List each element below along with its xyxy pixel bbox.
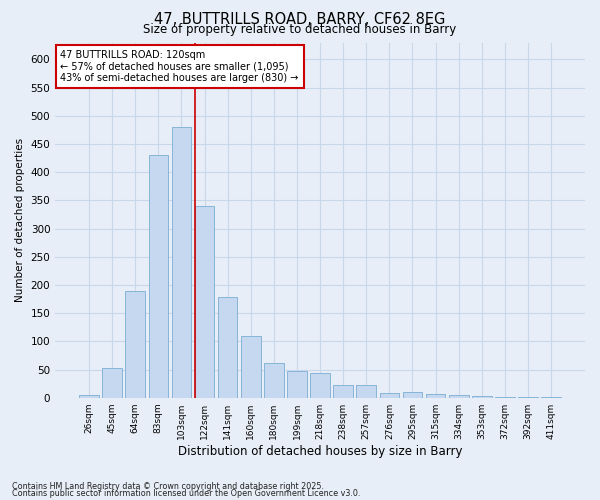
Bar [79,395,99,398]
Bar [172,127,191,398]
Bar [218,298,238,398]
Bar [264,363,284,398]
Bar [356,386,376,398]
Bar [287,371,307,398]
Text: Size of property relative to detached houses in Barry: Size of property relative to detached ho… [143,22,457,36]
Bar [310,373,330,398]
Bar [495,397,515,398]
X-axis label: Distribution of detached houses by size in Barry: Distribution of detached houses by size … [178,444,463,458]
Bar [518,396,538,398]
Bar [380,392,399,398]
Bar [449,396,469,398]
Text: Contains HM Land Registry data © Crown copyright and database right 2025.: Contains HM Land Registry data © Crown c… [12,482,324,491]
Bar [241,336,260,398]
Bar [403,392,422,398]
Bar [103,368,122,398]
Bar [125,290,145,398]
Y-axis label: Number of detached properties: Number of detached properties [15,138,25,302]
Bar [472,396,491,398]
Bar [541,397,561,398]
Bar [334,386,353,398]
Bar [149,156,168,398]
Bar [195,206,214,398]
Bar [426,394,445,398]
Text: 47 BUTTRILLS ROAD: 120sqm
← 57% of detached houses are smaller (1,095)
43% of se: 47 BUTTRILLS ROAD: 120sqm ← 57% of detac… [61,50,299,83]
Text: Contains public sector information licensed under the Open Government Licence v3: Contains public sector information licen… [12,490,361,498]
Text: 47, BUTTRILLS ROAD, BARRY, CF62 8EG: 47, BUTTRILLS ROAD, BARRY, CF62 8EG [154,12,446,28]
